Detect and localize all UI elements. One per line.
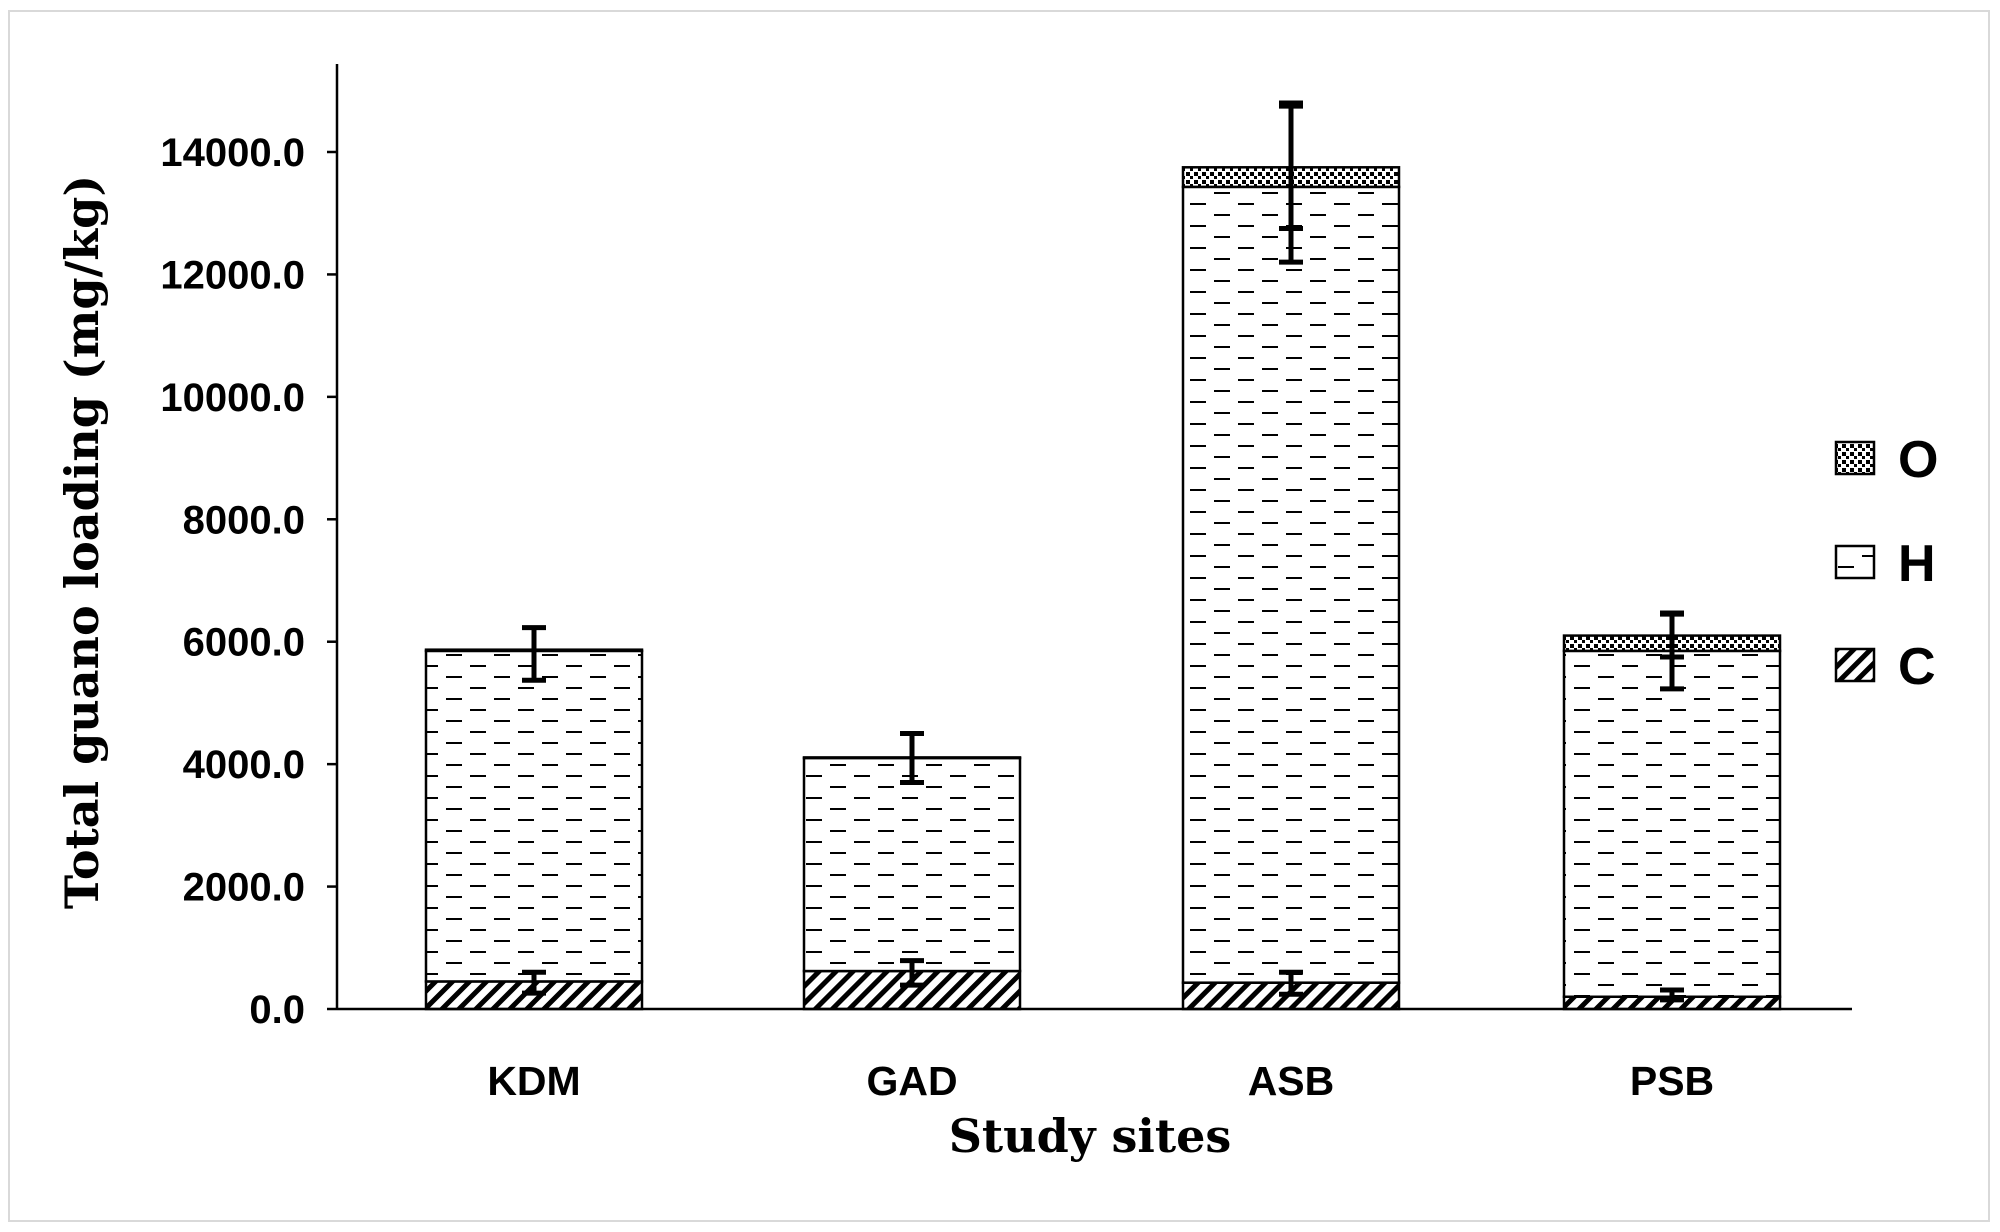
legend-swatch-o: [1834, 440, 1876, 476]
error-bar-h-kdm: [522, 625, 546, 683]
y-tick-label: 6000.0: [183, 621, 305, 665]
stacked-bar-chart: 0.0 2000.0 4000.0 6000.0 8000.0 10000.0 12000.…: [55, 64, 1938, 1163]
error-bar-o-asb: [1279, 103, 1303, 232]
x-axis-title: Study sites: [949, 1109, 1232, 1163]
legend-swatch-h: [1834, 544, 1876, 580]
legend-label-o: O: [1898, 431, 1938, 489]
x-tick-label-psb: PSB: [1630, 1058, 1714, 1104]
error-bar-c-psb: [1660, 987, 1684, 1003]
x-tick-label-gad: GAD: [866, 1058, 957, 1104]
y-tick-label: 2000.0: [183, 866, 305, 910]
error-bar-c-gad: [900, 958, 924, 988]
error-bar-c-asb: [1279, 969, 1303, 997]
bar-h-psb: [1562, 649, 1782, 999]
y-tick-label: 0.0: [249, 988, 305, 1032]
axes: 0.0 2000.0 4000.0 6000.0 8000.0 10000.0 12000.…: [160, 64, 1852, 1104]
legend-item-h: H: [1834, 535, 1936, 593]
legend-item-c: C: [1834, 638, 1936, 696]
legend-swatch-c: [1834, 647, 1876, 683]
chart-frame: 0.0 2000.0 4000.0 6000.0 8000.0 10000.0 12000.…: [8, 10, 1990, 1222]
bar-h-gad: [802, 756, 1022, 973]
y-tick-label: 4000.0: [183, 743, 305, 787]
bar-h-asb: [1181, 185, 1401, 984]
legend: OHC: [1834, 431, 1938, 696]
y-tick-label: 12000.0: [160, 253, 305, 297]
legend-label-c: C: [1898, 638, 1936, 696]
error-bar-c-kdm: [522, 969, 546, 996]
plot-area: [424, 100, 1782, 1011]
y-tick-label: 10000.0: [160, 376, 305, 420]
bar-h-kdm: [424, 649, 644, 983]
y-axis-title: Total guano loading (mg/kg): [55, 175, 109, 909]
error-bar-o-psb: [1660, 611, 1684, 660]
x-tick-label-kdm: KDM: [487, 1058, 580, 1104]
x-tick-label-asb: ASB: [1248, 1058, 1335, 1104]
y-tick-label: 14000.0: [160, 131, 305, 175]
y-tick-label: 8000.0: [183, 498, 305, 542]
error-bar-h-gad: [900, 731, 924, 786]
legend-item-o: O: [1834, 431, 1938, 489]
legend-label-h: H: [1898, 535, 1936, 593]
